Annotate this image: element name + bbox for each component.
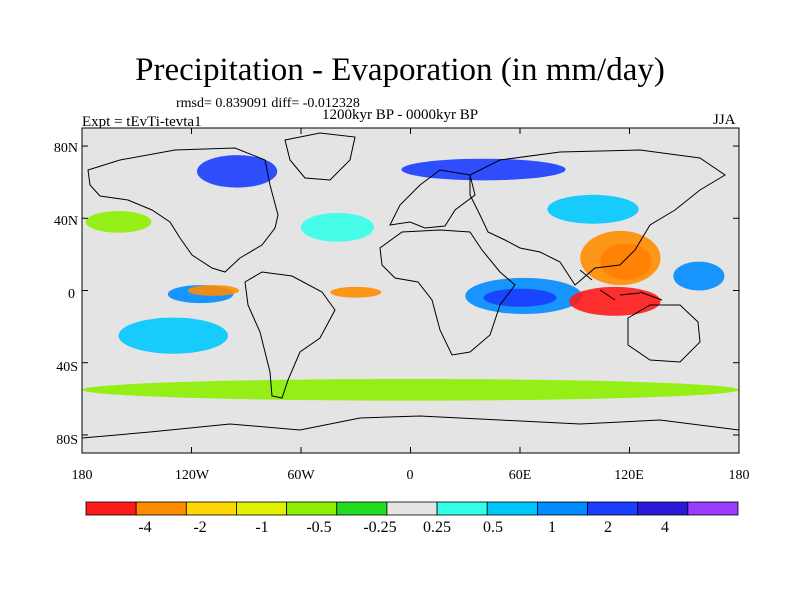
antarctica-coast xyxy=(82,415,739,439)
map-title: Precipitation - Evaporation (in mm/day) xyxy=(135,52,665,88)
stats-label: rmsd= 0.839091 diff= -0.012328 xyxy=(176,96,360,111)
south-america-coast xyxy=(244,271,336,399)
colorbar-swatch xyxy=(486,501,538,516)
colorbar-label: -0.5 xyxy=(306,519,332,536)
lon-tick-180w: 180 xyxy=(71,468,93,483)
colorbar-label: 1 xyxy=(548,519,556,536)
colorbar-swatch xyxy=(536,501,588,516)
colorbar-label: 0.5 xyxy=(483,519,503,536)
field-west-pacific-wet xyxy=(673,261,725,291)
field-south-pacific-wet xyxy=(118,317,228,354)
colorbar xyxy=(85,501,739,516)
colorbar-swatch xyxy=(436,501,488,516)
field-maritime-continent-dry xyxy=(569,286,661,316)
colorbar-swatch xyxy=(687,501,739,516)
season-label: JJA xyxy=(713,112,736,128)
lon-tick-120e: 120E xyxy=(614,468,644,483)
lat-tick-40n: 40N xyxy=(53,214,78,229)
lat-tick-0: 0 xyxy=(68,287,75,302)
field-west-pacific-warm xyxy=(580,230,661,286)
field-indian-ocean-wet-core xyxy=(483,288,557,307)
colorbar-label: -2 xyxy=(193,519,207,536)
field-east-asia-wet xyxy=(547,194,639,224)
lon-tick-60e: 60E xyxy=(508,468,532,483)
indonesia-islands xyxy=(579,269,663,301)
field-north-atlantic-wet xyxy=(301,212,374,242)
colorbar-swatch xyxy=(236,501,288,516)
lat-tick-80s: 80S xyxy=(56,433,78,448)
colorbar-label: 4 xyxy=(661,519,669,536)
colorbar-label: -0.25 xyxy=(363,519,397,536)
colorbar-swatch xyxy=(135,501,187,516)
colorbar-label: 0.25 xyxy=(423,519,451,536)
field-atlantic-itcz-drying xyxy=(330,286,382,298)
field-southern-ocean-dry-band xyxy=(82,378,739,401)
coastlines xyxy=(82,132,739,439)
field-east-pacific-drying xyxy=(187,285,239,296)
lon-tick-0: 0 xyxy=(406,468,414,483)
colorbar-label: -4 xyxy=(138,519,152,536)
field-siberia-wet xyxy=(401,158,566,181)
north-america-coast xyxy=(87,147,279,273)
lat-tick-80n: 80N xyxy=(53,141,78,156)
australia-coast xyxy=(627,304,701,363)
colorbar-swatch xyxy=(85,501,137,516)
field-canadian-arctic-wet xyxy=(196,155,278,188)
lat-tick-40s: 40S xyxy=(56,360,78,375)
europe-coast xyxy=(389,169,476,229)
greenland-coast xyxy=(284,132,356,181)
colorbar-swatch xyxy=(286,501,338,516)
colorbar-swatch xyxy=(587,501,639,516)
africa-coast xyxy=(379,229,516,356)
tick-marks xyxy=(81,128,740,453)
colorbar-swatch xyxy=(336,501,388,516)
field-north-pacific-dry xyxy=(85,211,152,233)
lon-tick-120w: 120W xyxy=(174,468,210,483)
lon-tick-180e: 180 xyxy=(728,468,750,483)
experiment-label: Expt = tEvTi-tevta1 xyxy=(82,114,202,130)
colorbar-swatch xyxy=(386,501,438,516)
field-layer xyxy=(82,155,739,401)
period-label: 1200kyr BP - 0000kyr BP xyxy=(322,107,479,123)
colorbar-swatch xyxy=(637,501,689,516)
colorbar-label: -1 xyxy=(255,519,269,536)
asia-coast xyxy=(469,149,726,286)
colorbar-label: 2 xyxy=(604,519,612,536)
lon-tick-60w: 60W xyxy=(287,468,315,483)
colorbar-swatch xyxy=(185,501,237,516)
